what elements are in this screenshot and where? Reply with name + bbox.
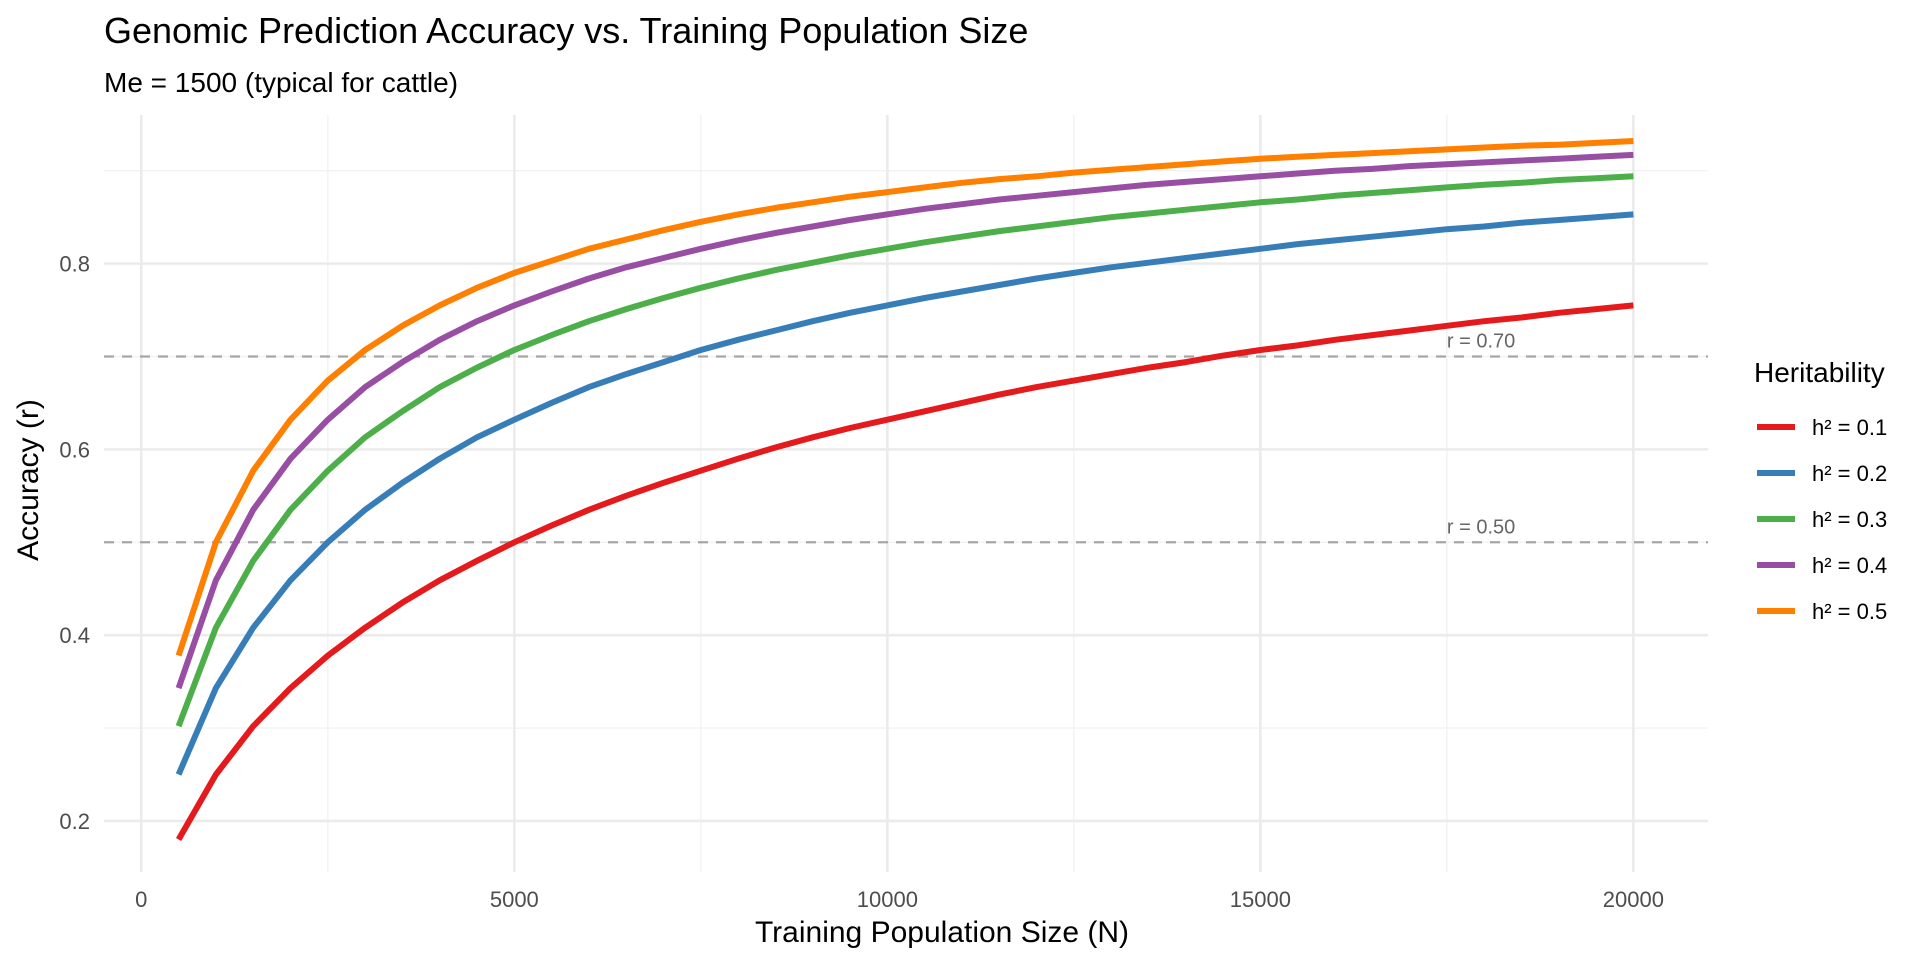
legend-item: h² = 0.1 — [1757, 415, 1887, 440]
chart-title: Genomic Prediction Accuracy vs. Training… — [104, 10, 1028, 51]
chart-subtitle: Me = 1500 (typical for cattle) — [104, 67, 458, 98]
series-line — [175, 151, 1634, 690]
legend: Heritability h² = 0.1 h² = 0.2 h² = 0.3 h² … — [1754, 357, 1887, 624]
legend-item: h² = 0.3 — [1757, 507, 1887, 532]
legend-title: Heritability — [1754, 357, 1885, 388]
series-line — [175, 211, 1634, 776]
series-lines — [175, 138, 1634, 841]
legend-item: h² = 0.2 — [1757, 461, 1887, 486]
y-tick-label: 0.8 — [59, 252, 90, 277]
reference-line-label: r = 0.70 — [1447, 330, 1515, 352]
legend-label: h² = 0.1 — [1812, 415, 1887, 440]
y-axis-title: Accuracy (r) — [12, 399, 45, 561]
y-tick-label: 0.6 — [59, 437, 90, 462]
x-axis-title: Training Population Size (N) — [755, 916, 1129, 949]
legend-label: h² = 0.2 — [1812, 461, 1887, 486]
reference-lines: r = 0.70 r = 0.50 — [104, 330, 1708, 544]
y-axis-ticks: 0.2 0.4 0.6 0.8 — [59, 252, 90, 834]
x-axis-ticks: 0 5000 10000 15000 20000 — [135, 887, 1664, 912]
legend-item: h² = 0.5 — [1757, 599, 1887, 624]
y-tick-label: 0.4 — [59, 623, 90, 648]
x-tick-label: 15000 — [1230, 887, 1291, 912]
x-tick-label: 10000 — [857, 887, 918, 912]
series-line — [175, 173, 1634, 728]
x-tick-label: 5000 — [490, 887, 539, 912]
legend-label: h² = 0.4 — [1812, 553, 1887, 578]
series-line — [175, 302, 1634, 841]
y-tick-label: 0.2 — [59, 809, 90, 834]
legend-label: h² = 0.3 — [1812, 507, 1887, 532]
x-tick-label: 20000 — [1603, 887, 1664, 912]
legend-label: h² = 0.5 — [1812, 599, 1887, 624]
reference-line-label: r = 0.50 — [1447, 516, 1515, 538]
x-tick-label: 0 — [135, 887, 147, 912]
legend-item: h² = 0.4 — [1757, 553, 1887, 578]
series-line — [175, 138, 1634, 657]
